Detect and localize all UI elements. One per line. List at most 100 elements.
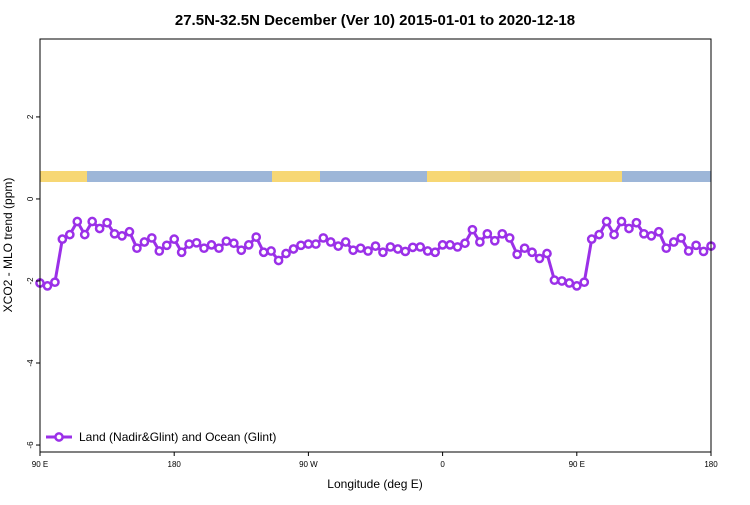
- data-point: [475, 237, 485, 247]
- data-point: [661, 243, 672, 254]
- data-point: [87, 216, 98, 227]
- data-point: [132, 243, 142, 254]
- data-point: [430, 247, 440, 258]
- data-point: [653, 226, 664, 237]
- data-point: [698, 246, 709, 257]
- y-axis-label: XCO2 - MLO trend (ppm): [1, 178, 15, 313]
- land-ocean-strip: [40, 171, 711, 182]
- data-point: [72, 216, 83, 227]
- data-point: [482, 228, 493, 239]
- data-point: [228, 238, 239, 249]
- y-tick-label: -6: [26, 441, 35, 449]
- data-point: [385, 242, 396, 252]
- data-point: [243, 240, 254, 250]
- data-point: [50, 277, 60, 288]
- data-point: [512, 249, 523, 260]
- y-tick-label: -2: [26, 277, 35, 285]
- data-point: [221, 236, 232, 247]
- data-point: [378, 247, 388, 258]
- data-point: [288, 244, 299, 254]
- data-point: [64, 229, 75, 240]
- data-point: [519, 243, 530, 254]
- data-point: [668, 237, 679, 247]
- data-point: [348, 245, 358, 256]
- data-point: [370, 241, 381, 251]
- x-tick-label: 90 W: [299, 460, 318, 469]
- data-point: [579, 277, 590, 288]
- y-tick-label: 2: [26, 114, 35, 119]
- y-tick-label: -4: [26, 359, 35, 367]
- legend-marker: [54, 432, 64, 442]
- land-band: [272, 171, 320, 182]
- land-band: [470, 171, 520, 182]
- legend-label: Land (Nadir&Glint) and Ocean (Glint): [79, 430, 276, 444]
- data-point: [609, 229, 619, 240]
- data-point: [109, 228, 120, 239]
- data-point: [42, 281, 53, 291]
- data-point: [571, 281, 582, 291]
- data-point: [139, 237, 150, 247]
- data-point: [460, 238, 470, 249]
- data-point: [415, 242, 426, 252]
- plot-frame: [39, 38, 712, 453]
- data-point: [340, 237, 351, 247]
- x-axis-label: Longitude (deg E): [327, 477, 422, 491]
- data-point: [557, 276, 567, 286]
- x-tick-label: 180: [704, 460, 718, 469]
- plot-area: [35, 216, 716, 291]
- land-band: [40, 171, 87, 182]
- data-point: [683, 246, 694, 256]
- data-point: [199, 243, 209, 254]
- data-point: [616, 216, 627, 227]
- data-point: [206, 240, 217, 250]
- y-tick-label: 0: [26, 196, 35, 201]
- data-point: [251, 232, 262, 242]
- data-point: [296, 240, 306, 251]
- data-point: [400, 246, 411, 257]
- x-tick-label: 90 E: [569, 460, 585, 469]
- data-point: [146, 233, 157, 243]
- data-point: [184, 239, 194, 249]
- data-point: [422, 246, 433, 256]
- land-band: [520, 171, 622, 182]
- x-tick-label: 0: [440, 460, 445, 469]
- data-point: [624, 223, 634, 234]
- data-point: [79, 229, 90, 240]
- data-point: [124, 226, 135, 237]
- data-point: [691, 240, 701, 251]
- data-point: [176, 247, 187, 258]
- data-point: [639, 228, 649, 239]
- data-point: [489, 235, 500, 246]
- data-point: [236, 245, 247, 256]
- data-point: [318, 233, 329, 243]
- data-point: [117, 231, 127, 241]
- data-point: [311, 239, 321, 249]
- x-tick-label: 180: [168, 460, 182, 469]
- data-point: [445, 240, 455, 250]
- data-point: [631, 217, 642, 228]
- data-point: [601, 216, 612, 227]
- data-point: [437, 240, 448, 250]
- data-point: [273, 255, 284, 266]
- land-band: [427, 171, 470, 182]
- data-point: [303, 239, 314, 249]
- data-point: [527, 247, 537, 258]
- data-point: [393, 244, 403, 254]
- data-point: [534, 253, 545, 264]
- ocean-band: [40, 171, 711, 182]
- data-point: [646, 231, 657, 241]
- data-point: [191, 237, 202, 248]
- x-tick-label: 90 E: [32, 460, 48, 469]
- data-point: [355, 243, 366, 254]
- data-point: [407, 242, 418, 253]
- data-point: [594, 229, 605, 240]
- data-point: [504, 233, 515, 243]
- data-point: [154, 246, 165, 256]
- chart-title: 27.5N-32.5N December (Ver 10) 2015-01-01…: [175, 12, 575, 29]
- data-point: [676, 233, 687, 243]
- data-point: [161, 240, 172, 251]
- data-point: [214, 243, 224, 254]
- data-point: [266, 246, 276, 256]
- data-point: [497, 228, 508, 239]
